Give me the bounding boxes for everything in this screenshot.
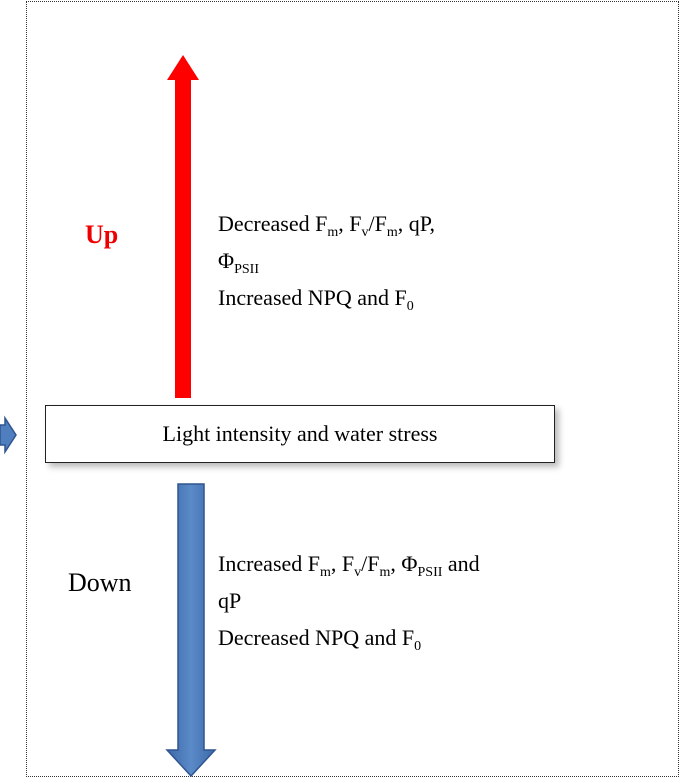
down-effects: Increased Fm, Fv/Fm, ΦPSII and qP Decrease… (218, 545, 480, 656)
down-arrow (165, 483, 217, 778)
effect-line: ΦPSII (218, 242, 435, 279)
text-run: , F (338, 211, 362, 236)
effect-line: Increased NPQ and F0 (218, 279, 435, 316)
up-label: Up (85, 220, 119, 249)
subscript: PSII (234, 262, 259, 277)
text-run: Increased NPQ and F (218, 285, 407, 310)
center-box: Light intensity and water stress (45, 405, 555, 463)
effect-line: qP (218, 582, 480, 619)
text-run: , qP, (397, 211, 436, 236)
effect-line: Decreased Fm, Fv/Fm, qP, (218, 205, 435, 242)
text-run: /F (368, 211, 387, 236)
subscript: m (379, 565, 391, 580)
subscript: v (354, 565, 362, 580)
subscript: m (386, 225, 398, 240)
text-run: Increased F (218, 551, 321, 576)
text-run: /F (361, 551, 380, 576)
up-effects: Decreased Fm, Fv/Fm, qP, ΦPSII Increased N… (218, 205, 435, 316)
text-run: and (442, 551, 480, 576)
text-run: , Φ (390, 551, 418, 576)
subscript: v (361, 225, 369, 240)
frame (26, 1, 679, 777)
text-run: Φ (218, 248, 235, 273)
effect-line: Increased Fm, Fv/Fm, ΦPSII and (218, 545, 480, 582)
side-arrow (0, 415, 17, 455)
text-run: , F (330, 551, 355, 576)
text-run: Decreased F (218, 211, 328, 236)
up-arrow (167, 55, 199, 398)
subscript: PSII (417, 565, 443, 580)
down-label: Down (68, 568, 132, 597)
text-run: qP (218, 588, 242, 613)
subscript: m (327, 225, 339, 240)
effect-line: Decreased NPQ and F0 (218, 619, 480, 656)
subscript: m (320, 565, 331, 580)
text-run: Decreased NPQ and F (218, 625, 415, 650)
subscript: 0 (406, 299, 414, 314)
subscript: 0 (414, 639, 422, 654)
